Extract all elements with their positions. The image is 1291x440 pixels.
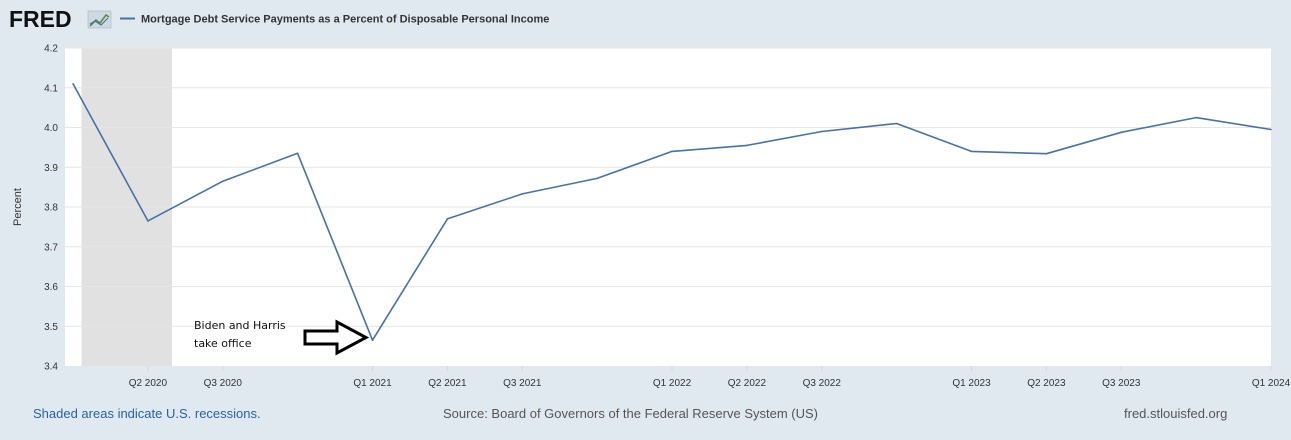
y-tick-label: 3.9 xyxy=(44,163,58,174)
grid-lines xyxy=(65,47,1271,327)
x-tick-label: Q2 2021 xyxy=(428,378,467,389)
x-tick-label: Q3 2023 xyxy=(1102,378,1141,389)
y-tick-label: 3.8 xyxy=(44,203,58,214)
y-tick-label: 4.2 xyxy=(44,44,58,55)
x-tick-label: Q2 2023 xyxy=(1027,378,1066,389)
y-tick-label: 3.4 xyxy=(44,362,58,373)
x-tick-label: Q1 2022 xyxy=(653,378,692,389)
site-link[interactable]: fred.stlouisfed.org xyxy=(1124,406,1228,421)
data-point xyxy=(1045,152,1048,155)
y-tick-label: 3.6 xyxy=(44,282,58,293)
annotation-text-line-2: take office xyxy=(194,337,252,350)
annotation-text-line-1: Biden and Harris xyxy=(194,319,286,332)
fred-logo-graph-icon xyxy=(87,10,112,29)
data-point xyxy=(746,144,748,147)
data-point xyxy=(1270,128,1272,131)
x-tick-label: Q3 2020 xyxy=(204,378,243,389)
data-point xyxy=(147,220,149,222)
x-tick-label: Q1 2021 xyxy=(353,378,392,389)
data-point xyxy=(671,150,673,153)
data-point xyxy=(1195,116,1197,119)
data-point xyxy=(895,122,898,125)
data-point xyxy=(446,218,449,220)
x-tick-label: Q2 2020 xyxy=(129,378,168,389)
data-point xyxy=(970,150,973,153)
data-point xyxy=(296,152,299,155)
y-axis-ticks: 3.4 3.5 3.6 3.7 3.8 3.9 4.0 4.1 4.2 xyxy=(44,44,58,373)
annotation-arrow-icon xyxy=(303,319,370,356)
x-tick-label: Q1 2024 xyxy=(1252,378,1291,389)
x-axis-ticks: Q2 2020 Q3 2020 Q1 2021 Q2 2021 Q3 2021 Q1 20… xyxy=(129,366,1291,389)
annotation: Biden and Harris take office xyxy=(194,319,370,356)
source-note: Source: Board of Governors of the Federa… xyxy=(443,406,818,421)
fred-logo: FRED xyxy=(9,6,72,32)
y-tick-label: 3.5 xyxy=(44,322,58,333)
y-axis-label: Percent xyxy=(12,188,24,226)
legend-label: Mortgage Debt Service Payments as a Perc… xyxy=(141,14,549,26)
y-tick-label: 3.7 xyxy=(44,242,58,253)
data-point xyxy=(596,177,598,180)
data-point xyxy=(72,82,74,85)
x-tick-label: Q3 2021 xyxy=(503,378,542,389)
x-tick-label: Q3 2022 xyxy=(803,378,842,389)
y-tick-label: 4.1 xyxy=(44,83,58,94)
x-tick-label: Q2 2022 xyxy=(728,378,767,389)
y-tick-label: 4.0 xyxy=(44,123,58,134)
x-tick-label: Q1 2023 xyxy=(952,378,991,389)
data-point xyxy=(221,180,224,182)
data-point xyxy=(820,130,823,133)
recession-note: Shaded areas indicate U.S. recessions. xyxy=(33,406,261,421)
data-point xyxy=(521,193,524,195)
series-layer xyxy=(72,82,1272,342)
data-point xyxy=(371,339,374,341)
data-point xyxy=(1120,131,1123,134)
